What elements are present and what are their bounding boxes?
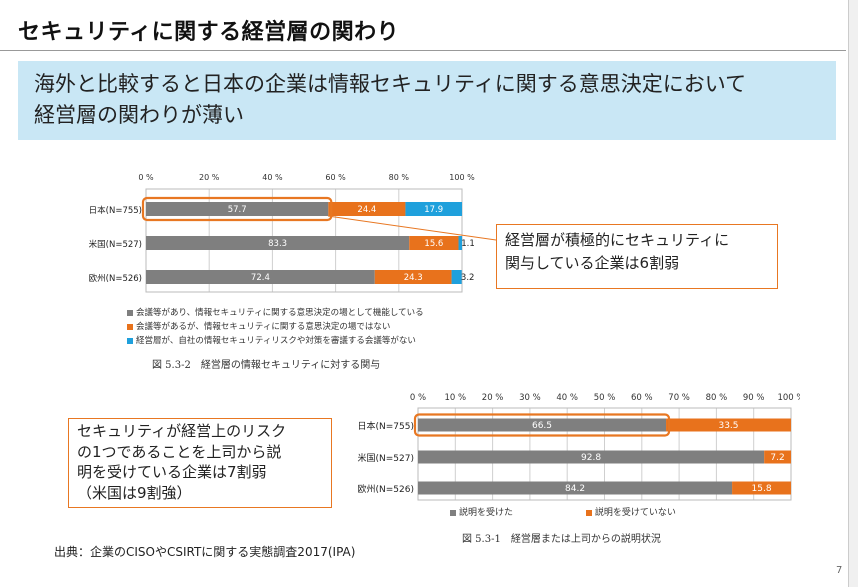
page-number: 7 bbox=[836, 565, 843, 576]
legend-label: 説明を受けた bbox=[459, 508, 514, 518]
bar-segment bbox=[451, 270, 462, 284]
data-label: 72.4 bbox=[251, 273, 270, 283]
bar-segment bbox=[409, 236, 459, 250]
highlight-box bbox=[413, 413, 671, 437]
legend-item: 会議等があるが、情報セキュリティに関する意思決定の場ではない bbox=[127, 320, 424, 334]
bar-segment bbox=[764, 450, 791, 464]
bar-segment bbox=[146, 236, 410, 250]
x-tick-label: 80 % bbox=[389, 173, 410, 182]
callout2-line-1: セキュリティが経営上のリスク bbox=[77, 422, 287, 440]
legend-swatch-orange bbox=[585, 509, 592, 516]
x-tick-label: 60 % bbox=[631, 393, 653, 403]
chart-management-involvement: 0 % 20 % 40 % 60 % 80 % 100 % 日本(N=755) 57.7 24.… bbox=[89, 173, 475, 293]
data-label: 33.5 bbox=[718, 421, 738, 431]
x-tick-label: 60 % bbox=[325, 173, 346, 182]
chart2-legend: 説明を受けた 説明を受けていない bbox=[450, 506, 676, 520]
bar-segment bbox=[458, 236, 462, 250]
x-tick-label: 10 % bbox=[444, 393, 466, 403]
x-tick-label: 40 % bbox=[556, 393, 578, 403]
legend-swatch-orange bbox=[127, 323, 133, 330]
title-divider bbox=[0, 50, 846, 51]
legend-item: 説明を受けた bbox=[450, 508, 513, 518]
chart1-legend: 会議等があり、情報セキュリティに関する意思決定の場として機能している 会議等があ… bbox=[127, 306, 424, 348]
legend-swatch-blue bbox=[127, 337, 133, 344]
chart1-caption: 図 5.3-2 経営層の情報セキュリティに対する関与 bbox=[152, 360, 381, 371]
data-label: 7.2 bbox=[770, 453, 784, 463]
legend-item: 説明を受けていない bbox=[585, 508, 676, 518]
highlight-box bbox=[141, 196, 333, 222]
data-label: 3.2 bbox=[461, 273, 475, 283]
x-tick-label: 80 % bbox=[706, 393, 728, 403]
legend-label: 経営層が、自社の情報セキュリティリスクや対策を審議する会議等がない bbox=[136, 336, 416, 346]
bar-segment bbox=[405, 202, 462, 216]
subtitle-line-2: 経営層の関わりが薄い bbox=[34, 103, 244, 127]
callout2-line-2: の1つであることを上司から説 bbox=[77, 442, 282, 461]
data-label: 84.2 bbox=[565, 484, 585, 494]
bar-segment bbox=[418, 481, 733, 495]
x-tick-label: 100 % bbox=[777, 393, 800, 403]
subtitle-line-1: 海外と比較すると日本の企業は情報セキュリティに関する意思決定において bbox=[34, 72, 747, 96]
chart2-caption: 図 5.3-1 経営層または上司からの説明状況 bbox=[462, 534, 661, 545]
legend-label: 会議等があるが、情報セキュリティに関する意思決定の場ではない bbox=[136, 322, 391, 332]
x-tick-label: 50 % bbox=[594, 393, 616, 403]
chart-explanation-status: 0 % 10 % 20 % 30 % 40 % 50 % 60 % 70 % 80 % 90 % 1… bbox=[358, 393, 800, 501]
legend-swatch-gray bbox=[127, 309, 133, 316]
slide-title: セキュリティに関する経営層の関わり bbox=[18, 20, 400, 45]
category-label: 米国(N=527) bbox=[89, 239, 142, 250]
data-label: 24.4 bbox=[357, 205, 376, 215]
data-label: 92.8 bbox=[581, 453, 601, 463]
legend-swatch-gray bbox=[450, 509, 456, 516]
category-label: 日本(N=755) bbox=[89, 205, 142, 216]
bar-segment bbox=[418, 450, 765, 464]
category-label: 欧州(N=526) bbox=[358, 483, 414, 495]
data-label: 57.7 bbox=[228, 205, 247, 215]
legend-item: 経営層が、自社の情報セキュリティリスクや対策を審議する会議等がない bbox=[127, 334, 424, 348]
callout1-line-2: 関与している企業は6割弱 bbox=[505, 254, 680, 272]
legend-label: 説明を受けていない bbox=[594, 508, 676, 518]
x-tick-label: 20 % bbox=[482, 393, 504, 403]
data-label: 24.3 bbox=[404, 273, 423, 283]
x-tick-label: 70 % bbox=[668, 393, 690, 403]
category-label: 米国(N=527) bbox=[358, 452, 414, 464]
data-label: 15.8 bbox=[752, 484, 772, 494]
legend-label: 会議等があり、情報セキュリティに関する意思決定の場として機能している bbox=[136, 308, 424, 318]
callout2-line-4: （米国は9割強） bbox=[77, 483, 192, 502]
x-tick-label: 30 % bbox=[519, 393, 541, 403]
callout1-connector bbox=[327, 215, 497, 241]
x-tick-label: 20 % bbox=[199, 173, 220, 182]
source-note: 出典：企業のCISOやCSIRTに関する実態調査2017(IPA) bbox=[54, 545, 356, 559]
x-tick-label: 0 % bbox=[138, 173, 154, 182]
bar-segment bbox=[732, 481, 791, 495]
callout2-line-3: 明を受けている企業は7割弱 bbox=[77, 463, 267, 481]
data-label: 1.1 bbox=[461, 239, 475, 249]
data-label: 66.5 bbox=[532, 421, 552, 431]
x-tick-label: 100 % bbox=[449, 173, 475, 182]
subtitle-box: 海外と比較すると日本の企業は情報セキュリティに関する意思決定において 経営層の関… bbox=[18, 61, 836, 140]
bar-segment bbox=[666, 418, 791, 432]
x-tick-label: 0 % bbox=[410, 393, 426, 403]
x-tick-label: 40 % bbox=[262, 173, 283, 182]
category-label: 欧州(N=526) bbox=[89, 273, 142, 284]
bar-segment bbox=[418, 418, 667, 432]
scrollbar[interactable] bbox=[848, 0, 858, 587]
callout-management-involvement: 経営層が積極的にセキュリティに 関与している企業は6割弱 bbox=[496, 224, 778, 289]
data-label: 83.3 bbox=[268, 239, 287, 249]
bar-segment bbox=[374, 270, 452, 284]
x-tick-label: 90 % bbox=[743, 393, 765, 403]
legend-item: 会議等があり、情報セキュリティに関する意思決定の場として機能している bbox=[127, 306, 424, 320]
callout-explanation-status: セキュリティが経営上のリスク の1つであることを上司から説 明を受けている企業は… bbox=[68, 418, 332, 508]
bar-segment bbox=[146, 270, 375, 284]
data-label: 15.6 bbox=[424, 239, 443, 249]
data-label: 17.9 bbox=[424, 205, 443, 215]
bar-segment bbox=[328, 202, 406, 216]
category-label: 日本(N=755) bbox=[358, 420, 414, 432]
bar-segment bbox=[146, 202, 329, 216]
callout1-line-1: 経営層が積極的にセキュリティに bbox=[505, 231, 730, 249]
